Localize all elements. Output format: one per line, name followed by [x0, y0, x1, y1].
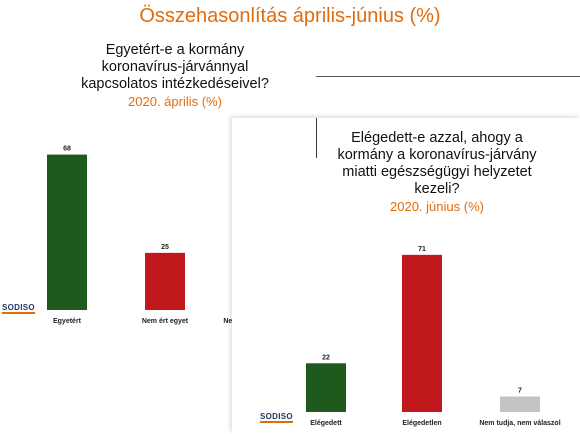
question-line: kezeli?: [414, 181, 460, 197]
question-line: kapcsolatos intézkedéseivel?: [81, 76, 269, 92]
june-value-label: 22: [322, 354, 330, 361]
june-value-label: 7: [518, 388, 522, 395]
question-block-april: Egyetért-e a kormány koronavírus-járvánn…: [40, 42, 310, 110]
page-title: Összehasonlítás április-június (%): [139, 5, 441, 27]
divider-line: [316, 118, 317, 158]
june-category-label: Nem tudja, nem válaszol: [479, 420, 560, 427]
chart-card-june: Elégedett-e azzal, ahogy a kormány a kor…: [232, 76, 580, 434]
june-bar: [306, 363, 346, 412]
question-block-june: Elégedett-e azzal, ahogy a kormány a kor…: [302, 130, 572, 215]
chart-subtitle: 2020. június (%): [390, 199, 484, 214]
sodiso-logo: SODISO: [260, 412, 293, 423]
april-category-label: Egyetért: [53, 318, 82, 325]
june-bar: [402, 254, 442, 412]
divider-line: [316, 76, 580, 77]
april-bar: [145, 252, 185, 310]
june-category-label: Elégedetlen: [402, 420, 441, 427]
question-line: kormány a koronavírus-járvány: [337, 147, 537, 163]
question-line: Elégedett-e azzal, ahogy a: [351, 130, 523, 146]
april-category-label: Nem ért egyet: [142, 318, 189, 325]
question-line: Egyetért-e a kormány: [105, 42, 245, 58]
question-line: koronavírus-járvánnyal: [101, 59, 249, 75]
question-line: miatti egészségügyi helyzetet: [342, 164, 532, 180]
sodiso-logo: SODISO: [2, 303, 35, 314]
chart-subtitle: 2020. április (%): [128, 94, 222, 109]
june-category-label: Elégedett: [310, 420, 342, 427]
april-value-label: 68: [63, 146, 71, 153]
june-bar: [500, 396, 540, 412]
june-value-label: 71: [418, 246, 426, 253]
april-bar: [47, 154, 87, 310]
april-value-label: 25: [161, 244, 169, 251]
bar-chart-june: 22 Elégedett 71 Elégedetlen 7 Nem tudja, nem …: [306, 246, 561, 427]
